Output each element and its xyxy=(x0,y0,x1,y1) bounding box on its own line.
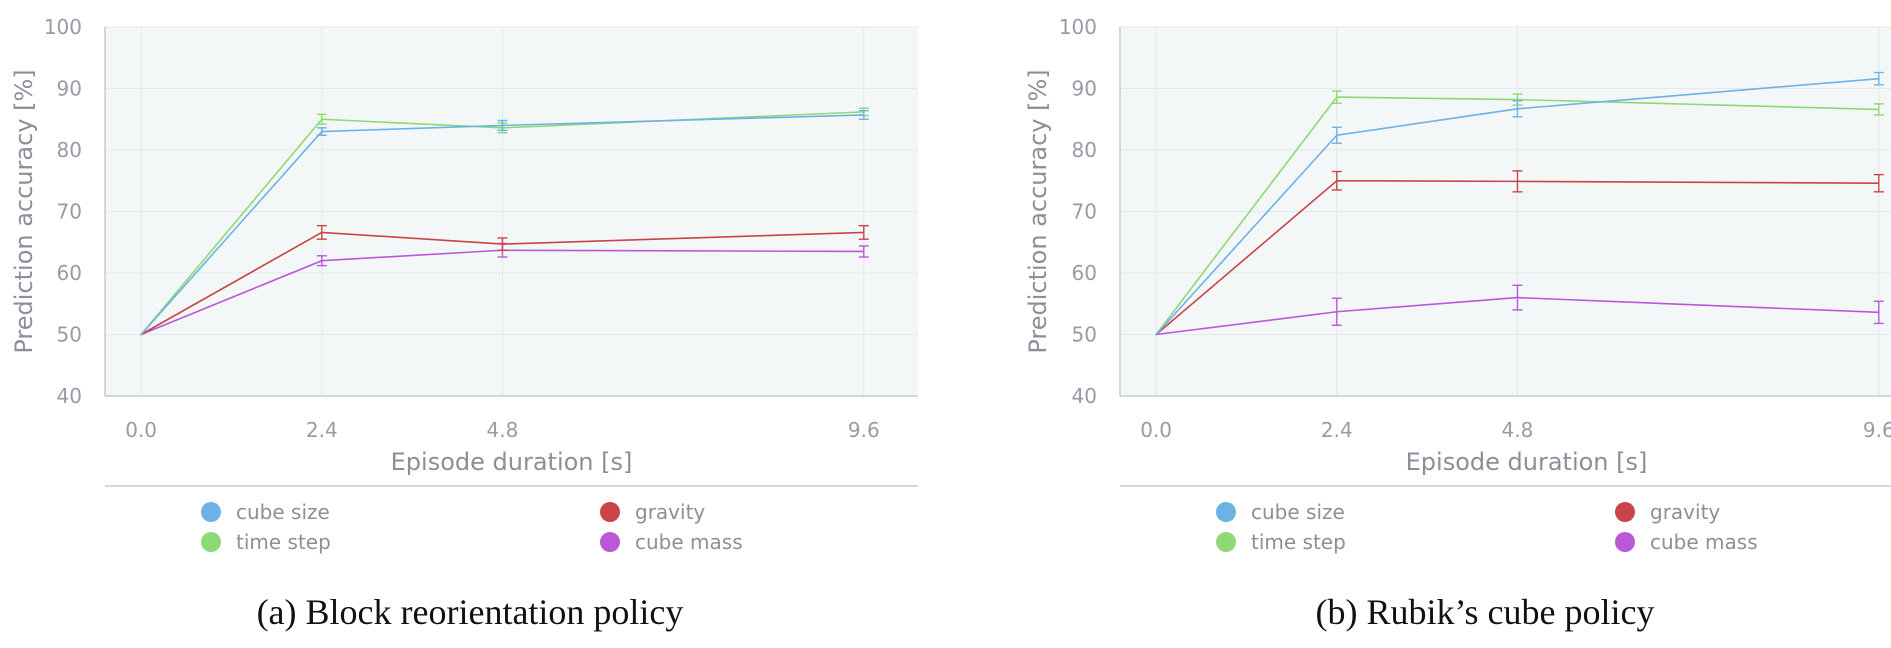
data-point xyxy=(1878,182,1880,185)
series-line-time-step xyxy=(1155,96,1879,335)
y-tick-label: 40 xyxy=(1072,384,1097,408)
y-tick-label: 60 xyxy=(1072,261,1097,285)
data-point xyxy=(1336,96,1338,98)
legend-item-gravity: gravity xyxy=(600,500,705,524)
x-tick-label: 2.4 xyxy=(1321,418,1353,442)
y-tick-label: 50 xyxy=(1072,323,1097,347)
data-point xyxy=(1516,180,1519,183)
legend-swatch xyxy=(600,502,620,522)
data-point xyxy=(1516,98,1519,101)
data-point xyxy=(501,243,504,245)
legend-swatch xyxy=(1615,532,1635,552)
data-point xyxy=(1878,311,1880,314)
legend-swatch xyxy=(201,502,221,522)
data-point xyxy=(863,250,865,253)
y-tick-label: 50 xyxy=(57,323,82,347)
series-line-cube-mass xyxy=(140,249,864,336)
y-tick-label: 70 xyxy=(57,200,82,224)
legend-item-time-step: time step xyxy=(201,530,331,554)
x-axis-title: Episode duration [s] xyxy=(391,448,633,476)
y-tick-label: 70 xyxy=(1072,200,1097,224)
legend-label: time step xyxy=(1251,530,1346,554)
x-axis-title: Episode duration [s] xyxy=(1406,448,1648,476)
x-tick-label: 4.8 xyxy=(487,418,519,442)
legend-swatch xyxy=(600,532,620,552)
data-point xyxy=(1878,77,1880,80)
y-tick-label: 80 xyxy=(57,138,82,162)
legend-item-cube-mass: cube mass xyxy=(1615,530,1758,554)
legend-item-cube-size: cube size xyxy=(1216,500,1345,524)
data-point xyxy=(863,114,865,116)
data-point xyxy=(321,118,323,121)
series-line-cube-mass xyxy=(1156,296,1879,336)
legend-swatch xyxy=(1615,502,1635,522)
data-point xyxy=(1336,134,1338,137)
x-tick-label: 2.4 xyxy=(306,418,338,442)
legend-item-cube-mass: cube mass xyxy=(600,530,743,554)
data-point xyxy=(321,231,323,234)
y-tick-label: 100 xyxy=(44,15,82,39)
series-line-cube-size xyxy=(140,114,864,336)
chart-panel-2: 40 50 60 70 80 90 100 0.0 2.4 4.8 9.6 Episode durat… xyxy=(1024,15,1891,632)
legend-label: cube mass xyxy=(1650,530,1758,554)
x-tick-label: 0.0 xyxy=(1140,418,1172,442)
legend-item-gravity: gravity xyxy=(1615,500,1720,524)
data-point xyxy=(321,259,323,262)
legend-label: cube size xyxy=(1251,500,1345,524)
legend-label: gravity xyxy=(1650,500,1720,524)
legend-label: time step xyxy=(236,530,331,554)
y-tick-label: 90 xyxy=(1072,77,1097,101)
y-axis-title: Prediction accuracy [%] xyxy=(1024,69,1052,353)
figure-caption: (b) Rubik’s cube policy xyxy=(1316,592,1655,632)
chart-panel-1: 40 50 60 70 80 90 100 0.0 2.4 4.8 9.6 Episode durat… xyxy=(10,15,918,632)
data-point xyxy=(1155,333,1157,336)
data-point xyxy=(1336,310,1338,313)
x-tick-label: 4.8 xyxy=(1502,418,1534,442)
legend-label: cube size xyxy=(236,500,330,524)
y-tick-label: 40 xyxy=(57,384,82,408)
data-point xyxy=(321,130,323,133)
y-tick-label: 60 xyxy=(57,261,82,285)
legend-label: cube mass xyxy=(635,530,743,554)
data-point xyxy=(1878,108,1880,111)
data-point xyxy=(1516,107,1519,110)
legend-swatch xyxy=(201,532,221,552)
data-point xyxy=(1336,179,1338,182)
legend-swatch xyxy=(1216,532,1236,552)
y-tick-label: 90 xyxy=(57,77,82,101)
legend-swatch xyxy=(1216,502,1236,522)
data-point xyxy=(140,333,142,336)
data-point xyxy=(1516,296,1519,299)
legend-label: gravity xyxy=(635,500,705,524)
y-tick-label: 80 xyxy=(1072,138,1097,162)
series-line-cube-size xyxy=(1155,77,1879,336)
series-line-gravity xyxy=(140,231,864,336)
data-point xyxy=(501,124,504,127)
y-tick-label: 100 xyxy=(1059,15,1097,39)
series-line-gravity xyxy=(1155,179,1879,336)
y-axis-title: Prediction accuracy [%] xyxy=(10,69,38,353)
data-point xyxy=(863,231,865,234)
figure-caption: (a) Block reorientation policy xyxy=(257,592,684,632)
legend-item-time-step: time step xyxy=(1216,530,1346,554)
legend-item-cube-size: cube size xyxy=(201,500,330,524)
x-tick-label: 0.0 xyxy=(125,418,157,442)
x-tick-label: 9.6 xyxy=(848,418,880,442)
x-tick-label: 9.6 xyxy=(1863,418,1891,442)
